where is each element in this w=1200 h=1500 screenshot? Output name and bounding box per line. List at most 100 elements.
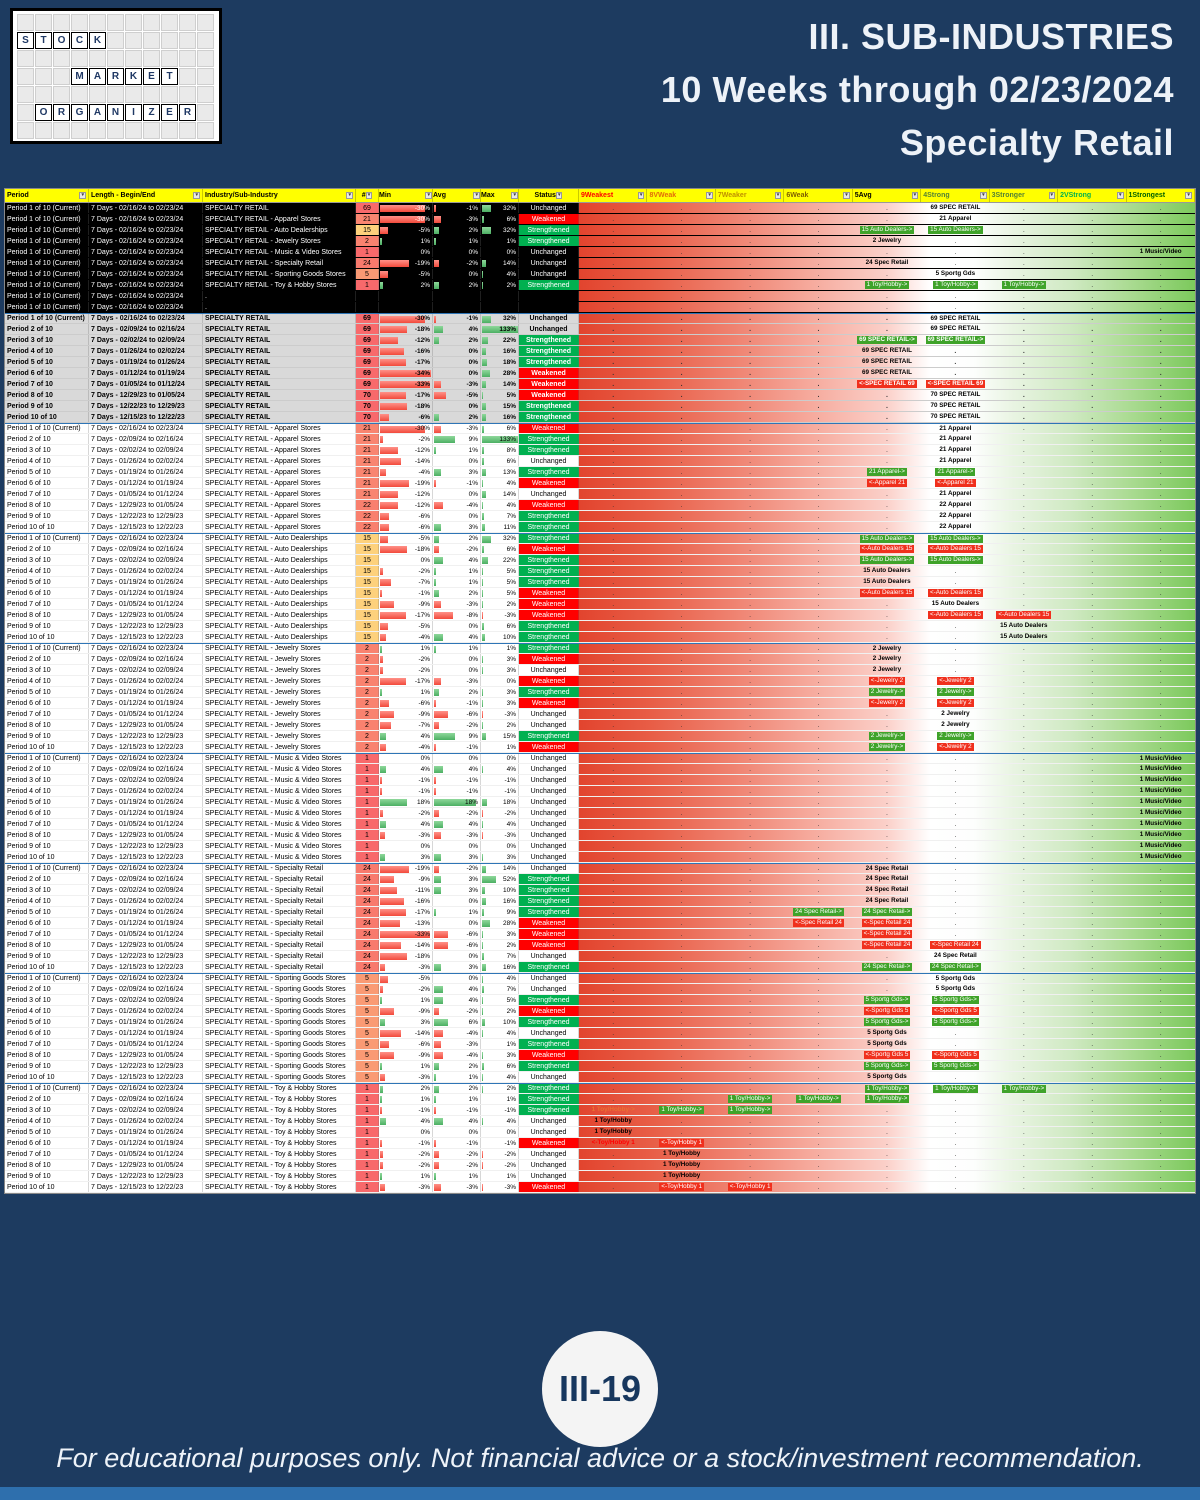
rank-cell-1strongest[interactable]: .: [1127, 665, 1195, 675]
rank-cell-6weak[interactable]: .: [784, 1149, 852, 1159]
rank-cell-1strongest[interactable]: .: [1127, 1094, 1195, 1104]
cell-period[interactable]: Period 1 of 10 (Current): [5, 236, 89, 246]
rank-cell-5avg[interactable]: 24 Spec Retail: [853, 885, 921, 895]
cell-count[interactable]: 15: [356, 225, 379, 235]
cell-length[interactable]: 7 Days - 02/09/24 to 02/16/24: [89, 324, 203, 334]
rank-cell-3stronger[interactable]: .: [990, 654, 1058, 664]
rank-cell-5avg[interactable]: .: [853, 1171, 921, 1181]
cell-max[interactable]: 28%: [481, 368, 519, 378]
cell-avg[interactable]: 4%: [433, 984, 481, 994]
rank-cell-3stronger[interactable]: .: [990, 390, 1058, 400]
cell-min[interactable]: 3%: [379, 852, 433, 862]
rank-cell-3stronger[interactable]: .: [990, 1138, 1058, 1148]
cell-period[interactable]: Period 5 of 10: [5, 357, 89, 367]
rank-cell-7weaker[interactable]: .: [716, 632, 784, 642]
rank-cell-8vweak[interactable]: .: [647, 885, 715, 895]
cell-count[interactable]: 2: [356, 742, 379, 752]
cell-avg[interactable]: 0%: [433, 346, 481, 356]
rank-cell-2vstrong[interactable]: .: [1058, 566, 1126, 576]
cell-max[interactable]: -1%: [481, 786, 519, 796]
cell-min[interactable]: -17%: [379, 357, 433, 367]
rank-cell-9weakest[interactable]: .: [579, 764, 647, 774]
cell-avg[interactable]: 0%: [433, 357, 481, 367]
rank-cell-1strongest[interactable]: .: [1127, 962, 1195, 972]
rank-cell-8vweak[interactable]: .: [647, 951, 715, 961]
cell-status[interactable]: Strengthened: [519, 1094, 579, 1104]
cell-count[interactable]: 1: [356, 1182, 379, 1192]
rank-cell-2vstrong[interactable]: .: [1058, 974, 1126, 983]
rank-cell-4strong[interactable]: .: [921, 368, 989, 378]
cell-max[interactable]: 14%: [481, 864, 519, 873]
cell-max[interactable]: 10%: [481, 632, 519, 642]
cell-industry[interactable]: SPECIALTY RETAIL - Music & Video Stores: [203, 775, 356, 785]
cell-max[interactable]: 6%: [481, 621, 519, 631]
rank-cell-9weakest[interactable]: .: [579, 500, 647, 510]
rank-cell-8vweak[interactable]: .: [647, 1061, 715, 1071]
rank-cell-4strong[interactable]: 21 Apparel: [921, 456, 989, 466]
rank-cell-3stronger[interactable]: .: [990, 819, 1058, 829]
cell-count[interactable]: 2: [356, 676, 379, 686]
rank-cell-7weaker[interactable]: .: [716, 621, 784, 631]
cell-length[interactable]: 7 Days - 01/19/24 to 01/26/24: [89, 577, 203, 587]
rank-cell-8vweak[interactable]: .: [647, 995, 715, 1005]
cell-status[interactable]: Unchanged: [519, 984, 579, 994]
rank-cell-4strong[interactable]: .: [921, 797, 989, 807]
rank-cell-9weakest[interactable]: .: [579, 445, 647, 455]
rank-cell-9weakest[interactable]: .: [579, 511, 647, 521]
cell-count[interactable]: 15: [356, 577, 379, 587]
rank-cell-5avg[interactable]: .: [853, 632, 921, 642]
cell-period[interactable]: Period 1 of 10 (Current): [5, 302, 89, 312]
cell-count[interactable]: 1: [356, 786, 379, 796]
cell-count[interactable]: 15: [356, 544, 379, 554]
cell-industry[interactable]: SPECIALTY RETAIL: [203, 335, 356, 345]
rank-cell-2vstrong[interactable]: .: [1058, 1116, 1126, 1126]
cell-industry[interactable]: SPECIALTY RETAIL: [203, 314, 356, 323]
cell-count[interactable]: 21: [356, 424, 379, 433]
rank-cell-3stronger[interactable]: .: [990, 951, 1058, 961]
cell-avg[interactable]: -3%: [433, 599, 481, 609]
cell-min[interactable]: -17%: [379, 390, 433, 400]
rank-cell-3stronger[interactable]: .: [990, 984, 1058, 994]
cell-status[interactable]: Weakened: [519, 1138, 579, 1148]
cell-period[interactable]: Period 8 of 10: [5, 720, 89, 730]
cell-min[interactable]: 1%: [379, 236, 433, 246]
rank-cell-8vweak[interactable]: .: [647, 456, 715, 466]
cell-length[interactable]: 7 Days - 02/02/24 to 02/09/24: [89, 1105, 203, 1115]
rank-cell-7weaker[interactable]: .: [716, 555, 784, 565]
cell-min[interactable]: -9%: [379, 874, 433, 884]
rank-cell-7weaker[interactable]: .: [716, 368, 784, 378]
cell-status[interactable]: [519, 302, 579, 312]
rank-cell-4strong[interactable]: 70 SPEC RETAIL: [921, 412, 989, 422]
rank-cell-7weaker[interactable]: .: [716, 610, 784, 620]
cell-period[interactable]: Period 7 of 10: [5, 1149, 89, 1159]
rank-cell-4strong[interactable]: .: [921, 247, 989, 257]
rank-cell-8vweak[interactable]: .: [647, 1072, 715, 1082]
cell-industry[interactable]: SPECIALTY RETAIL - Specialty Retail: [203, 864, 356, 873]
rank-cell-5avg[interactable]: .: [853, 830, 921, 840]
cell-industry[interactable]: SPECIALTY RETAIL - Music & Video Stores: [203, 754, 356, 763]
cell-status[interactable]: Unchanged: [519, 864, 579, 873]
rank-cell-9weakest[interactable]: .: [579, 709, 647, 719]
cell-min[interactable]: -5%: [379, 621, 433, 631]
rank-cell-6weak[interactable]: .: [784, 864, 852, 873]
rank-cell-8vweak[interactable]: .: [647, 874, 715, 884]
cell-status[interactable]: Unchanged: [519, 1116, 579, 1126]
cell-max[interactable]: 3%: [481, 1050, 519, 1060]
rank-cell-4strong[interactable]: .: [921, 291, 989, 301]
rank-cell-9weakest[interactable]: .: [579, 424, 647, 433]
cell-count[interactable]: 5: [356, 1006, 379, 1016]
rank-cell-5avg[interactable]: <-SPEC RETAIL 69: [853, 379, 921, 389]
cell-period[interactable]: Period 9 of 10: [5, 401, 89, 411]
rank-cell-7weaker[interactable]: .: [716, 951, 784, 961]
rank-cell-2vstrong[interactable]: .: [1058, 434, 1126, 444]
rank-cell-3stronger[interactable]: .: [990, 314, 1058, 323]
cell-status[interactable]: Unchanged: [519, 269, 579, 279]
cell-industry[interactable]: SPECIALTY RETAIL - Specialty Retail: [203, 896, 356, 906]
rank-cell-6weak[interactable]: 1 Toy/Hobby->: [784, 1094, 852, 1104]
rank-cell-9weakest[interactable]: .: [579, 346, 647, 356]
rank-cell-1strongest[interactable]: .: [1127, 1039, 1195, 1049]
rank-cell-1strongest[interactable]: 1 Music/Video: [1127, 786, 1195, 796]
cell-count[interactable]: 24: [356, 896, 379, 906]
rank-cell-4strong[interactable]: .: [921, 1116, 989, 1126]
rank-cell-2vstrong[interactable]: .: [1058, 511, 1126, 521]
